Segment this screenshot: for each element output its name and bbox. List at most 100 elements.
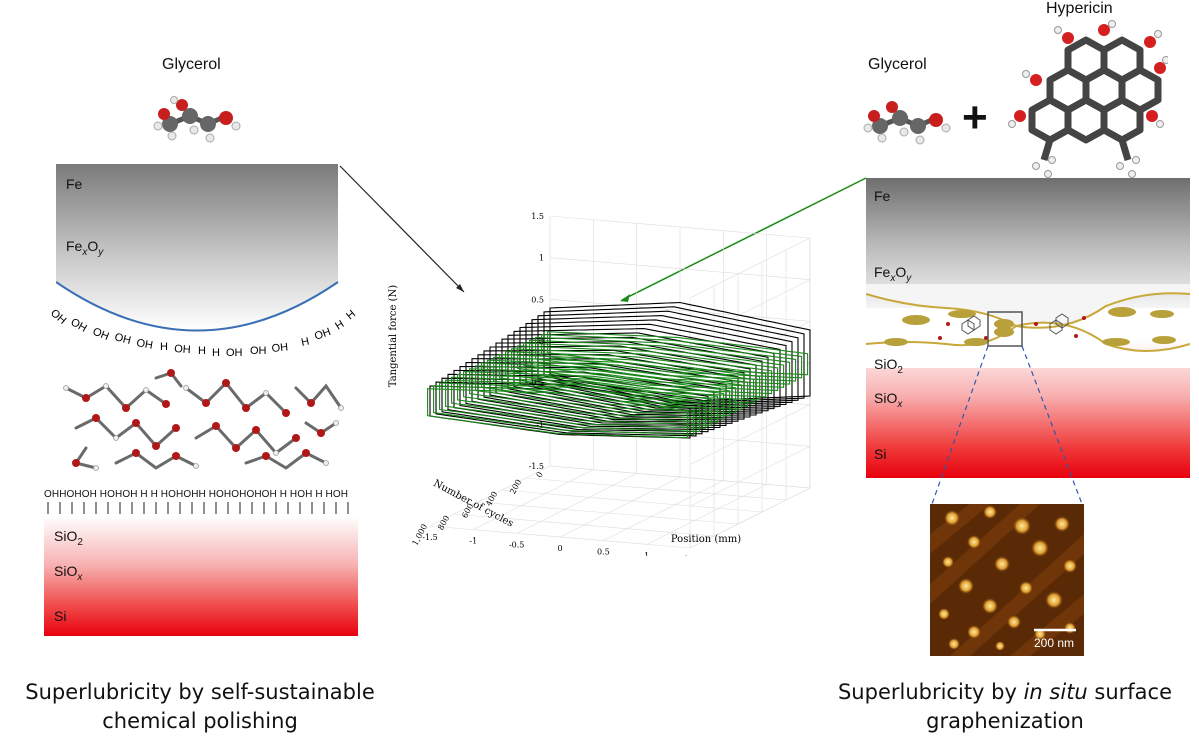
friction-loop [451, 376, 713, 426]
friction-loop [483, 349, 745, 421]
left-caption: Superlubricity by self-sustainable chemi… [10, 678, 390, 736]
left-caption-line-2: chemical polishing [102, 709, 298, 733]
grid-line [429, 465, 551, 527]
svg-text:OH: OH [174, 343, 191, 356]
grid-line [559, 476, 681, 538]
left-caption-line-1: Superlubricity by self-sustainable [25, 680, 375, 704]
friction-loop [433, 385, 695, 436]
right-caption-line-2: graphenization [926, 709, 1084, 733]
right-caption-line-1: Superlubricity by in situ surface [837, 680, 1173, 704]
friction-loop [519, 323, 781, 411]
right-siox-label: SiOx [874, 390, 903, 410]
friction-loop [511, 348, 773, 395]
friction-loop [471, 358, 733, 424]
friction-loop [481, 362, 743, 410]
left-glycerol-molecule-icon [153, 96, 241, 143]
svg-text:H: H [160, 341, 168, 353]
right-hypericin-label: Hypericin [1046, 0, 1113, 17]
x-tick-label: 0.5 [597, 548, 610, 556]
x-tick-label: -1 [469, 537, 477, 546]
svg-text:H: H [198, 345, 206, 357]
hypericin-molecule-icon [1008, 20, 1168, 178]
friction-loop [439, 382, 701, 432]
left-surface-hydroxyl-groups: OH OH OH OH OH H OH H H OH OH OH H OH H … [48, 307, 358, 359]
left-fe-label: Fe [66, 176, 83, 192]
friction-loop [537, 310, 799, 406]
friction-loop [529, 339, 791, 385]
left-sio2-label: SiO2 [54, 528, 83, 548]
z-tick-label: -0.5 [529, 379, 544, 388]
x-tick-label: 0 [557, 544, 562, 553]
svg-text:OH: OH [91, 326, 111, 343]
x-axis-label: Position (mm) [671, 534, 741, 545]
right-glycerol-molecule-icon [863, 101, 951, 145]
friction-loop [459, 365, 721, 429]
friction-loop [457, 373, 719, 423]
x-tick-label: -0.5 [509, 540, 524, 549]
friction-loop [489, 345, 751, 419]
grid-line [453, 513, 715, 537]
grid-line [689, 237, 811, 299]
left-silicon-substrate [44, 516, 358, 636]
z-tick-label: 0 [539, 337, 544, 346]
right-fexoy-label: FexOy [874, 264, 912, 284]
friction-loop [517, 345, 779, 391]
right-sio2-label: SiO2 [874, 356, 903, 376]
svg-text:OH: OH [271, 341, 289, 355]
right-si-label: Si [874, 446, 887, 462]
friction-loop [435, 381, 697, 437]
left-fexoy-label: FexOy [66, 238, 104, 258]
grid-line [603, 480, 724, 541]
left-glycerol-label: Glycerol [162, 56, 221, 73]
afm-image [930, 504, 1084, 656]
plus-sign: + [962, 93, 988, 142]
svg-text:OH: OH [226, 347, 243, 359]
grid-line [646, 484, 767, 545]
grid-line [429, 525, 691, 549]
grid-line [525, 477, 787, 501]
grid-line [689, 487, 811, 549]
x-tick-label: -1.5 [422, 533, 437, 542]
z-tick-label: 1.5 [531, 212, 544, 221]
svg-text:OH: OH [113, 331, 132, 347]
friction-loop [427, 388, 689, 439]
grid-line [549, 465, 811, 489]
left-substrate-hydroxyl-groups: OHHOHOH HOHOH H H HOHOHH HOHOHOHOH H HOH… [44, 489, 349, 500]
zoom-lines [931, 345, 1083, 505]
grid-line [501, 489, 763, 513]
z-tick-label: 1 [539, 254, 544, 263]
z-tick-label: -1 [536, 420, 544, 429]
grid-line [473, 469, 594, 530]
friction-loop [463, 371, 725, 420]
tangential-force-3d-chart: 1.510.50-0.5-1-1.5-1.5-1-0.500.511.50200… [388, 212, 811, 556]
z-tick-label: 0.5 [531, 295, 544, 304]
friction-loop [445, 379, 707, 429]
chart-curves [427, 301, 811, 439]
x-tick-label: 1.5 [684, 555, 697, 556]
left-fe-block [56, 164, 339, 332]
z-axis-label: Tangential force (N) [388, 285, 399, 387]
friction-loop [505, 351, 767, 398]
x-tick-label: 1 [644, 551, 649, 556]
right-interface-tribofilm [866, 284, 1190, 368]
left-molecular-dynamics-snapshot [63, 369, 344, 471]
left-si-label: Si [54, 608, 67, 624]
grid-line [477, 501, 739, 525]
friction-loop [523, 342, 785, 388]
svg-text:OH: OH [313, 326, 333, 343]
friction-loop [469, 368, 731, 417]
friction-loop [447, 373, 709, 433]
friction-loop [475, 365, 737, 414]
friction-loop [501, 336, 763, 416]
friction-loop [535, 336, 797, 382]
y-tick-label: 0 [535, 470, 545, 479]
right-fe-label: Fe [874, 188, 891, 204]
friction-loop [525, 319, 787, 409]
z-tick-label: -1.5 [529, 462, 544, 471]
svg-text:H: H [300, 336, 310, 349]
afm-scale-bar-label: 200 nm [1034, 636, 1075, 650]
svg-text:OH: OH [135, 337, 153, 352]
grid-line [689, 404, 811, 465]
right-caption: Superlubricity by in situ surface graphe… [820, 678, 1190, 736]
